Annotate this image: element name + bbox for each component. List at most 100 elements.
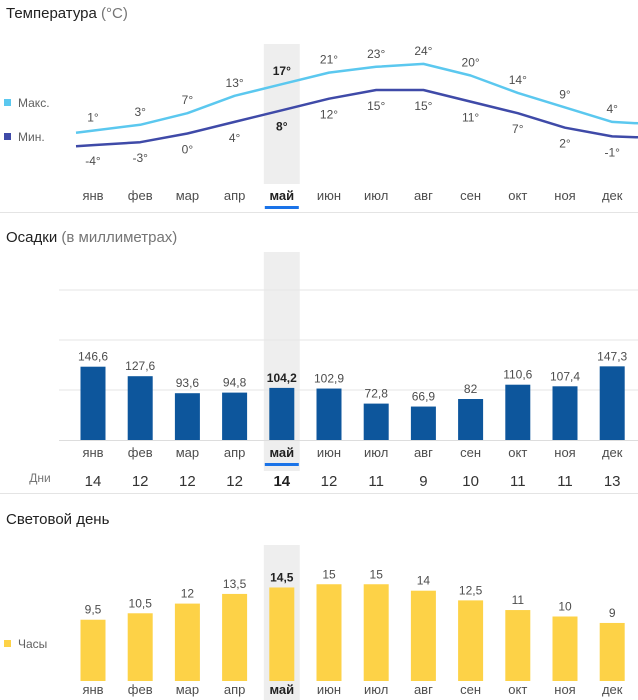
daylight-value-label: 9	[609, 606, 616, 620]
precipitation-bar	[599, 366, 625, 440]
daylight-month-label: июн	[317, 682, 341, 697]
daylight-bar	[552, 616, 578, 681]
precipitation-bar	[222, 392, 248, 440]
divider-temperature	[0, 212, 638, 213]
rain-days-value: 11	[510, 473, 526, 490]
min-temperature-label: 12°	[320, 108, 338, 122]
min-temperature-line	[75, 88, 638, 148]
precipitation-value-label: 146,6	[78, 350, 108, 364]
precipitation-month-label: июл	[364, 445, 388, 460]
max-temperature-label: 23°	[367, 47, 385, 61]
temperature-month-label: авг	[414, 188, 433, 203]
rain-days-value: 12	[132, 473, 149, 490]
temperature-month-label: мар	[176, 188, 199, 203]
max-temperature-label: 4°	[606, 102, 618, 116]
daylight-value-label: 14,5	[270, 570, 294, 584]
divider-precipitation	[0, 493, 638, 494]
daylight-month-label: дек	[602, 682, 623, 697]
rain-days-value: 10	[462, 473, 479, 490]
daylight-value-label: 10,5	[129, 596, 153, 610]
legend-min-label: Мин.	[18, 130, 45, 144]
precipitation-unit: (в миллиметрах)	[61, 229, 178, 246]
daylight-bar	[505, 610, 531, 681]
min-temperature-label: 8°	[276, 119, 288, 133]
precipitation-value-label: 107,4	[550, 369, 580, 383]
precipitation-value-label: 82	[464, 382, 478, 396]
daylight-month-label: мар	[176, 682, 199, 697]
daylight-bar	[174, 603, 200, 681]
temperature-month-label: сен	[460, 188, 481, 203]
daylight-value-label: 15	[370, 567, 384, 581]
rain-days-value: 13	[604, 473, 621, 490]
precipitation-month-label: сен	[460, 445, 481, 460]
max-temperature-line	[75, 62, 638, 134]
precipitation-bar	[458, 399, 484, 440]
rain-days-value: 12	[321, 473, 338, 490]
daylight-value-label: 14	[417, 574, 431, 588]
daylight-bar	[222, 593, 248, 681]
precipitation-month-label: авг	[414, 445, 433, 460]
precipitation-bar	[505, 384, 531, 440]
daylight-month-label: фев	[128, 682, 153, 697]
precipitation-month-label: май	[269, 445, 294, 460]
daylight-month-label: янв	[82, 682, 103, 697]
temperature-month-label: апр	[224, 188, 246, 203]
precipitation-bar	[316, 388, 342, 440]
rain-days-value: 12	[226, 473, 243, 490]
temperature-selected-underline	[264, 206, 299, 209]
temperature-month-label: июн	[317, 188, 341, 203]
max-temperature-label: 20°	[462, 56, 480, 70]
precipitation-chart: 146,6 127,6 93,6 94,8 104,2 102,9 72,8 66,9 82 11…	[29, 252, 638, 490]
precipitation-bar	[127, 376, 153, 440]
min-temperature-label: 7°	[512, 122, 524, 136]
precipitation-value-label: 127,6	[125, 359, 155, 373]
daylight-value-label: 12	[181, 587, 195, 601]
min-temperature-label: 2°	[559, 137, 571, 151]
max-temperature-label: 3°	[134, 105, 146, 119]
max-temperature-label: 24°	[414, 44, 432, 58]
daylight-month-label: июл	[364, 682, 388, 697]
max-temperature-label: 1°	[87, 111, 99, 125]
temperature-month-label: янв	[82, 188, 103, 203]
min-temperature-label: 4°	[229, 131, 241, 145]
precipitation-value-label: 147,3	[597, 349, 627, 363]
daylight-value-label: 11	[512, 593, 525, 607]
precipitation-value-label: 66,9	[412, 390, 436, 404]
daylight-bar	[316, 584, 342, 681]
rain-days-value: 11	[368, 473, 384, 490]
temperature-chart: Макс. Мин. 1° 3° 7° 13° 17° 21° 23° 24° 20° 14° 9° 4°…	[4, 44, 638, 209]
daylight-chart: Часы 9,5 10,5 12 13,5 14,5 15 15 14 12,5 11 10 9 янв ф…	[4, 545, 625, 700]
rain-days-value: 11	[557, 473, 573, 490]
precipitation-bar	[410, 406, 436, 440]
rain-days-value: 12	[179, 473, 196, 490]
daylight-title: Световой день	[6, 511, 109, 528]
min-temperature-label: 15°	[414, 99, 432, 113]
daylight-value-label: 9,5	[85, 603, 102, 617]
precipitation-bar	[269, 387, 295, 440]
daylight-value-label: 10	[558, 600, 572, 614]
max-temperature-label: 7°	[182, 93, 194, 107]
daylight-title-text: Световой день	[6, 511, 110, 528]
precipitation-month-label: окт	[508, 445, 527, 460]
precipitation-month-label: фев	[128, 445, 153, 460]
daylight-bar	[458, 600, 484, 681]
daylight-bar	[269, 587, 295, 681]
legend-hours-label: Часы	[18, 637, 47, 651]
rain-days-value: 14	[85, 473, 102, 490]
temperature-month-label: окт	[508, 188, 527, 203]
precipitation-value-label: 72,8	[365, 387, 389, 401]
max-temperature-label: 14°	[509, 73, 527, 87]
precipitation-bar	[552, 386, 578, 440]
daylight-month-label: май	[269, 682, 294, 697]
rain-days-value: 9	[419, 473, 427, 490]
legend-hours-swatch	[4, 640, 11, 647]
precipitation-value-label: 104,2	[267, 371, 297, 385]
precipitation-bar	[363, 403, 389, 440]
daylight-month-label: апр	[224, 682, 246, 697]
legend-max-label: Макс.	[18, 96, 50, 110]
precipitation-selected-underline	[264, 463, 299, 466]
precipitation-title-text: Осадки	[6, 229, 58, 246]
rain-days-value: 14	[273, 473, 290, 490]
precipitation-value-label: 102,9	[314, 372, 344, 386]
daylight-bar	[410, 590, 436, 681]
